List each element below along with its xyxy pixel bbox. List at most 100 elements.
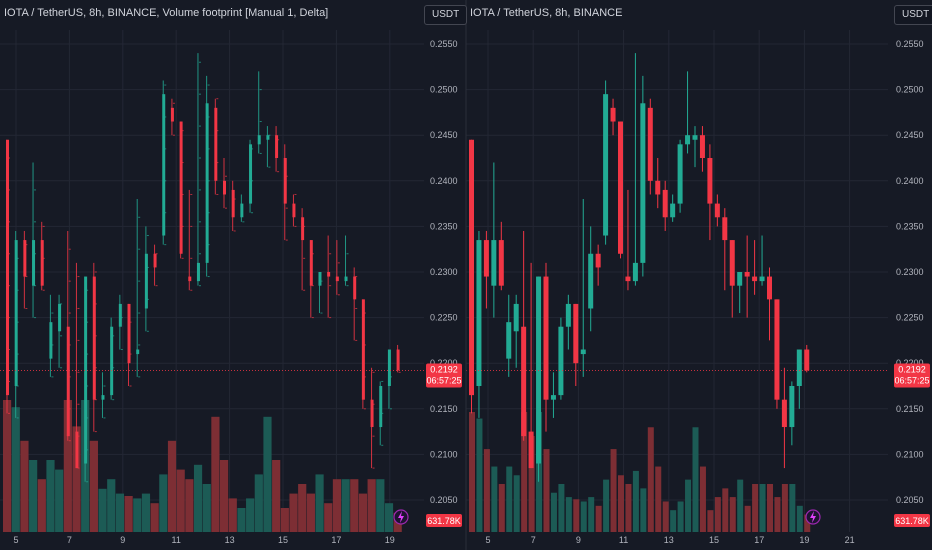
left-footprint-body bbox=[6, 139, 9, 396]
right-volume-bar bbox=[632, 470, 639, 532]
right-volume-bar bbox=[498, 484, 505, 532]
right-candle-body bbox=[476, 240, 482, 386]
left-footprint-body bbox=[136, 349, 140, 355]
left-pane-day-tick: 9 bbox=[120, 535, 125, 545]
right-volume-bar bbox=[774, 497, 781, 532]
right-candle-body bbox=[528, 431, 534, 469]
left-volume-bar bbox=[263, 416, 272, 532]
left-footprint-body bbox=[196, 262, 200, 282]
right-pane-price-tick: 0.2100 bbox=[896, 449, 924, 459]
left-footprint-body bbox=[179, 121, 183, 254]
right-volume-bar bbox=[521, 412, 528, 532]
right-volume-tag-value: 631.78K bbox=[895, 516, 929, 526]
right-price-tag-countdown: 06:57:25 bbox=[894, 375, 929, 385]
left-footprint-body bbox=[58, 303, 62, 332]
right-candle-body bbox=[714, 203, 720, 218]
right-candle-body bbox=[595, 253, 601, 268]
left-pane-day-tick: 15 bbox=[278, 535, 288, 545]
right-candle-body bbox=[632, 262, 638, 282]
left-footprint-body bbox=[214, 107, 218, 181]
right-candle-body bbox=[804, 349, 810, 371]
left-footprint-body bbox=[75, 431, 79, 469]
right-candle-body bbox=[625, 276, 631, 282]
left-footprint-body bbox=[266, 135, 270, 140]
right-lightning-icon-bolt bbox=[810, 511, 816, 523]
left-footprint-body bbox=[240, 203, 244, 218]
right-candle-body bbox=[707, 158, 713, 204]
left-footprint-body bbox=[361, 299, 365, 400]
right-candle-body bbox=[722, 217, 728, 241]
right-volume-bar bbox=[722, 488, 729, 532]
right-volume-bar bbox=[670, 510, 677, 532]
right-candle-body bbox=[774, 299, 780, 400]
right-candle-body bbox=[752, 276, 758, 282]
right-volume-bar bbox=[804, 514, 811, 532]
left-footprint-body bbox=[205, 103, 209, 263]
left-volume-bar bbox=[185, 479, 194, 532]
left-volume-bar bbox=[46, 460, 55, 532]
right-candle-body bbox=[513, 303, 519, 332]
left-pane-day-tick: 11 bbox=[172, 535, 181, 545]
right-volume-bar bbox=[603, 479, 610, 532]
left-pane-price-tick: 0.2250 bbox=[430, 313, 458, 323]
right-currency-button[interactable]: USDT bbox=[894, 5, 932, 25]
right-pane-day-tick: 5 bbox=[485, 535, 490, 545]
right-candle-body bbox=[699, 135, 705, 158]
right-volume-bar bbox=[550, 492, 557, 532]
right-pane-price-tick: 0.2150 bbox=[896, 404, 924, 414]
left-volume-bar bbox=[150, 503, 159, 532]
left-pane-price-tick: 0.2200 bbox=[430, 358, 458, 368]
left-footprint-body bbox=[370, 399, 374, 428]
right-candle-body bbox=[744, 272, 750, 277]
left-lightning-icon-bolt bbox=[398, 511, 404, 523]
left-footprint-body bbox=[32, 240, 36, 286]
left-volume-bar bbox=[280, 508, 289, 532]
right-pane-price-tick: 0.2250 bbox=[896, 313, 924, 323]
left-footprint-body bbox=[301, 217, 305, 241]
right-lightning-icon[interactable] bbox=[805, 509, 821, 525]
left-footprint-body bbox=[153, 253, 157, 268]
left-price-tag-bg bbox=[426, 363, 462, 388]
right-volume-bar bbox=[767, 484, 773, 532]
right-volume-bar bbox=[640, 488, 647, 532]
left-volume-bar bbox=[367, 479, 376, 532]
left-volume-bar bbox=[176, 469, 185, 532]
right-candle-body bbox=[796, 349, 802, 386]
right-candle-body bbox=[662, 189, 668, 218]
right-pane-price-tick: 0.2500 bbox=[896, 85, 924, 95]
left-volume-bar bbox=[220, 460, 229, 532]
left-volume-bar bbox=[228, 498, 237, 532]
right-candle-body bbox=[692, 135, 698, 140]
right-pane-price-tick: 0.2200 bbox=[896, 358, 924, 368]
left-footprint-body bbox=[110, 326, 114, 396]
left-footprint-body bbox=[249, 144, 253, 204]
left-volume-bar bbox=[115, 493, 125, 532]
right-volume-bar bbox=[491, 466, 498, 532]
left-lightning-icon[interactable] bbox=[393, 509, 409, 525]
right-pane-price-tick: 0.2350 bbox=[896, 221, 924, 231]
left-pane-price-tick: 0.2300 bbox=[430, 267, 458, 277]
left-currency-button[interactable]: USDT bbox=[424, 5, 468, 25]
left-pane-title: IOTA / TetherUS, 8h, BINANCE, Volume foo… bbox=[4, 7, 329, 19]
right-pane-day-tick: 19 bbox=[799, 535, 809, 545]
right-volume-bar bbox=[618, 475, 624, 532]
right-volume-bar bbox=[737, 479, 744, 532]
right-volume-bar bbox=[558, 484, 565, 532]
right-volume-bar bbox=[580, 501, 587, 532]
left-volume-bar bbox=[55, 469, 64, 532]
left-volume-bar bbox=[37, 479, 46, 532]
left-footprint-body bbox=[292, 203, 296, 218]
left-volume-bar bbox=[272, 460, 281, 532]
right-pane-day-tick: 13 bbox=[664, 535, 674, 545]
left-footprint-body bbox=[396, 349, 400, 371]
left-footprint-body bbox=[23, 240, 27, 277]
left-volume-bar bbox=[237, 508, 246, 532]
left-footprint-body bbox=[275, 135, 279, 158]
right-candle-body bbox=[588, 253, 594, 309]
left-footprint-body bbox=[101, 395, 105, 400]
left-price-tag-countdown: 06:57:25 bbox=[426, 375, 461, 385]
left-volume-bar bbox=[98, 488, 107, 532]
right-candle-body bbox=[580, 349, 586, 355]
left-volume-bar bbox=[298, 484, 307, 532]
